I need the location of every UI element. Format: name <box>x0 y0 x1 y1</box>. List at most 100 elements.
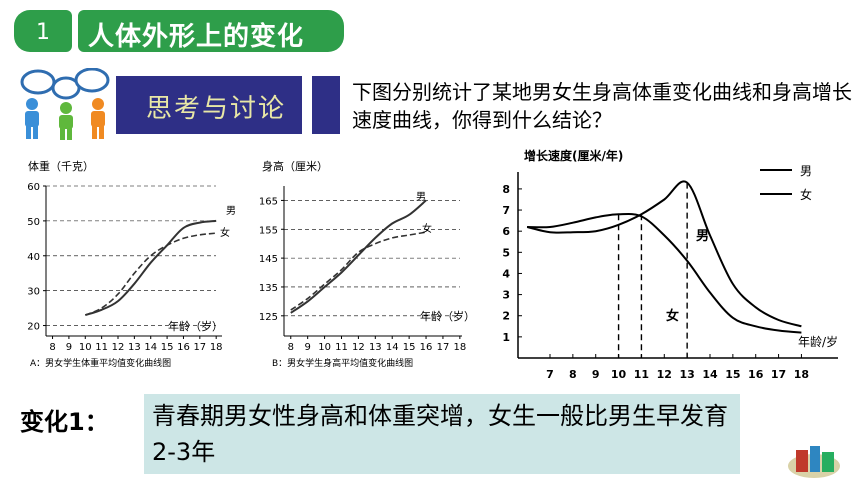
section-number-badge <box>14 10 72 52</box>
xtick-label: 14 <box>144 342 157 353</box>
xtick-label: 15 <box>403 342 416 353</box>
xtick-label: 12 <box>352 342 365 353</box>
xtick-label: 8 <box>569 368 577 381</box>
xtick-label: 16 <box>748 368 764 381</box>
xtick-label: 18 <box>210 342 223 353</box>
xtick-label: 15 <box>725 368 740 381</box>
xtick-label: 14 <box>702 368 718 381</box>
ytick-label: 135 <box>259 283 278 294</box>
xtick-label: 13 <box>369 342 382 353</box>
ytick-label: 50 <box>27 217 40 228</box>
chart-c-dropline <box>617 182 688 358</box>
height-chart: 身高（厘米） 125 135 145 155 165 8 9 10 11 12 13 14 15 16 1… <box>259 159 475 369</box>
section-number: 1 <box>36 20 50 45</box>
chart-c-ylabel: 增长速度(厘米/年) <box>524 148 623 163</box>
discussion-accent-block <box>312 76 340 134</box>
xtick-label: 9 <box>304 342 310 353</box>
chart-a-xlabel: 年龄（岁） <box>168 319 223 333</box>
xtick-label: 8 <box>288 342 294 353</box>
ytick-label: 165 <box>259 196 278 207</box>
chart-c-label-male: 男 <box>696 229 709 244</box>
xtick-label: 16 <box>177 342 190 353</box>
series-line-female <box>527 212 802 334</box>
chart-c-series <box>526 180 802 334</box>
section-title: 人体外形上的变化 <box>88 22 305 52</box>
discussion-label-box <box>116 76 302 134</box>
chart-a-caption: A：男女学生体重平均值变化曲线图 <box>30 357 171 369</box>
chart-a-axes <box>45 186 222 337</box>
ytick-label: 5 <box>502 246 510 259</box>
series-line-male <box>290 199 427 314</box>
chart-c-label-female: 女 <box>666 308 679 324</box>
conclusion-box <box>144 394 740 474</box>
chart-b-caption: B：男女学生身高平均值变化曲线图 <box>272 357 413 369</box>
chart-b-xlabel: 年龄（岁） <box>420 309 475 323</box>
chart-b-yticks: 125 135 145 155 165 <box>259 196 284 323</box>
xtick-label: 10 <box>79 342 92 353</box>
xtick-label: 11 <box>335 342 348 353</box>
xtick-label: 9 <box>592 368 600 381</box>
ytick-label: 2 <box>502 310 510 323</box>
ytick-label: 30 <box>27 287 40 298</box>
chart-b-ylabel: 身高（厘米） <box>262 159 328 173</box>
xtick-label: 17 <box>437 342 450 353</box>
ytick-label: 60 <box>27 182 40 193</box>
discussion-people-icon <box>20 68 110 140</box>
chart-a-series <box>84 219 217 317</box>
chart-c-yticks: 1 2 3 4 5 6 7 8 <box>502 183 522 344</box>
chart-b-label-female: 女 <box>422 222 432 235</box>
chart-b-axes <box>283 186 462 337</box>
ytick-label: 20 <box>27 322 40 333</box>
ytick-label: 145 <box>259 254 278 265</box>
ytick-label: 3 <box>502 289 510 302</box>
chart-a-yticks: 20 30 40 50 60 <box>27 182 46 333</box>
chart-c-axes <box>517 172 838 359</box>
ytick-label: 125 <box>259 312 278 323</box>
xtick-label: 11 <box>634 368 649 381</box>
legend-female: 女 <box>800 187 812 202</box>
ytick-label: 1 <box>502 331 510 344</box>
series-line-female <box>84 232 217 316</box>
series-line-female <box>290 231 427 311</box>
xtick-label: 8 <box>49 342 55 353</box>
xtick-label: 12 <box>112 342 125 353</box>
ytick-label: 4 <box>502 267 510 280</box>
xtick-label: 13 <box>679 368 694 381</box>
xtick-label: 14 <box>386 342 399 353</box>
xtick-label: 18 <box>453 342 466 353</box>
chart-c-xlabel: 年龄/岁 <box>798 334 838 349</box>
conclusion-text: 青春期男女性身高和体重突增，女生一般比男生早发育2-3年 <box>152 402 728 466</box>
series-line-male <box>84 219 217 317</box>
xtick-label: 12 <box>657 368 672 381</box>
weight-chart: 体重（千克） 20 30 40 50 60 8 9 10 11 12 13 14 15 16 17 18 年… <box>27 159 236 369</box>
xtick-label: 17 <box>193 342 206 353</box>
chart-b-xticks: 8 9 10 11 12 13 14 15 16 17 18 <box>288 336 466 353</box>
conclusion-label: 变化1： <box>20 408 109 436</box>
chart-b-label-male: 男 <box>416 191 426 203</box>
ytick-label: 7 <box>502 204 510 217</box>
ytick-label: 40 <box>27 252 40 263</box>
xtick-label: 16 <box>420 342 433 353</box>
chart-b-gridlines <box>284 200 460 317</box>
xtick-label: 13 <box>128 342 141 353</box>
chart-a-label-male: 男 <box>226 205 236 217</box>
xtick-label: 10 <box>611 368 627 381</box>
science-logo-icon <box>788 446 840 478</box>
chart-a-ylabel: 体重（千克） <box>28 159 94 173</box>
legend-male: 男 <box>800 164 812 178</box>
chart-a-gridlines <box>46 185 216 326</box>
chart-c-legend: 男 女 <box>760 164 812 202</box>
ytick-label: 6 <box>502 225 510 238</box>
xtick-label: 10 <box>318 342 331 353</box>
discussion-label: 思考与讨论 <box>146 94 287 124</box>
ytick-label: 155 <box>259 225 278 236</box>
series-line-male <box>526 180 802 328</box>
xtick-label: 18 <box>794 368 809 381</box>
xtick-label: 17 <box>771 368 786 381</box>
ytick-label: 8 <box>502 183 510 196</box>
xtick-label: 9 <box>66 342 72 353</box>
chart-a-label-female: 女 <box>220 226 230 239</box>
xtick-label: 11 <box>95 342 108 353</box>
xtick-label: 7 <box>546 368 554 381</box>
section-title-bar <box>78 10 344 52</box>
